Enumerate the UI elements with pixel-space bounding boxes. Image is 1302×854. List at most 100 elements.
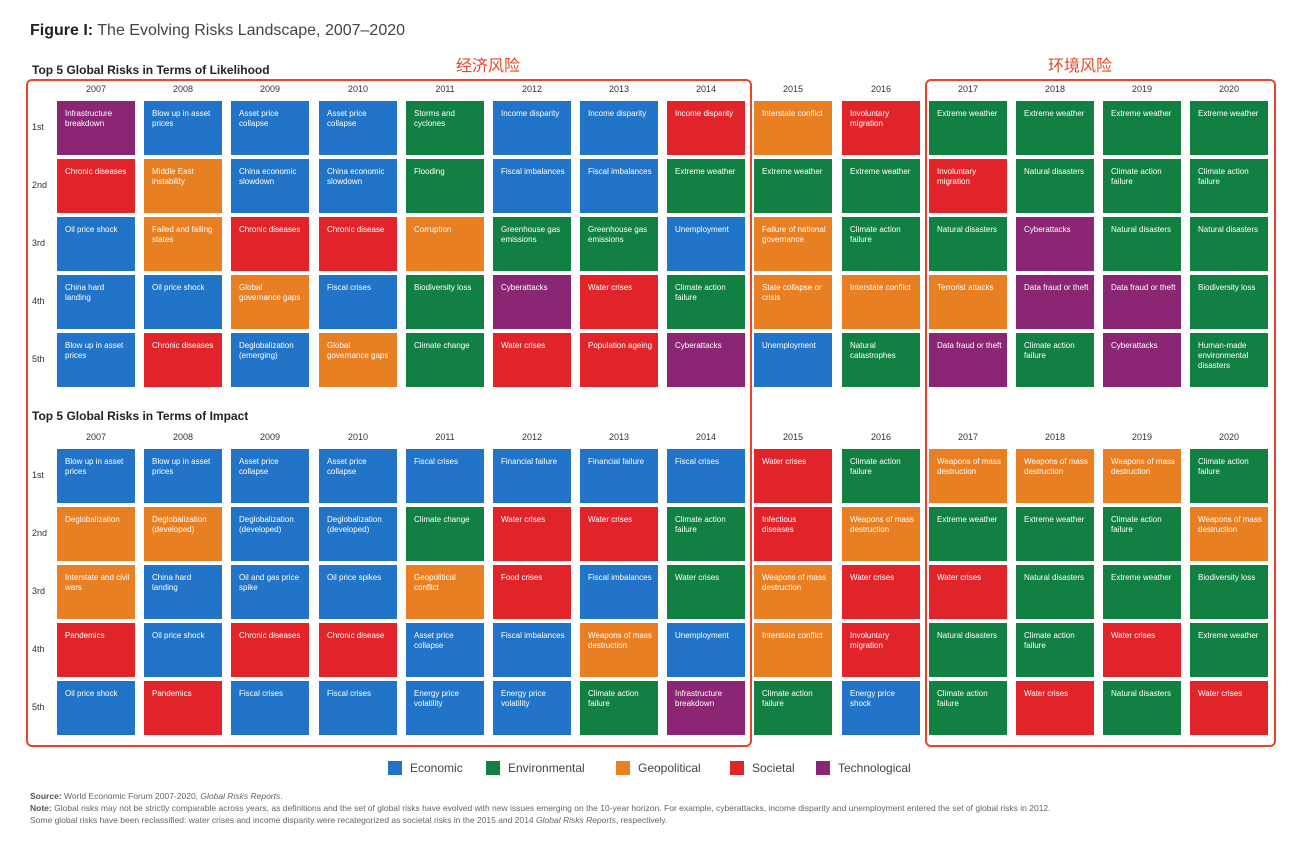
- likelihood-risk-cell: Failed and failing states: [144, 217, 222, 271]
- likelihood-year-header: 2014: [695, 84, 717, 94]
- likelihood-risk-cell: Water crises: [493, 333, 571, 387]
- likelihood-year-header: 2012: [521, 84, 543, 94]
- environmental-risk-label: 环境风险: [1048, 56, 1113, 75]
- impact-risk-cell: Water crises: [1016, 681, 1094, 735]
- impact-risk-cell: Weapons of mass destruction: [1190, 507, 1268, 561]
- legend-swatch-societal: [730, 761, 744, 775]
- impact-risk-cell: Pandemics: [57, 623, 135, 677]
- impact-risk-cell: Extreme weather: [929, 507, 1007, 561]
- impact-risk-cell: Financial failure: [493, 449, 571, 503]
- impact-risk-cell: Fiscal imbalances: [493, 623, 571, 677]
- likelihood-risk-cell: Natural disasters: [1016, 159, 1094, 213]
- likelihood-risk-cell: Income disparity: [667, 101, 745, 155]
- likelihood-risk-cell: Involuntary migration: [929, 159, 1007, 213]
- legend-item-technological: Technological: [816, 761, 911, 775]
- impact-rank-label: 2nd: [32, 528, 48, 538]
- likelihood-risk-cell: Asset price collapse: [231, 101, 309, 155]
- likelihood-risk-cell: Extreme weather: [754, 159, 832, 213]
- likelihood-risk-cell: Fiscal crises: [319, 275, 397, 329]
- likelihood-risk-cell: Climate action failure: [667, 275, 745, 329]
- impact-year-header: 2020: [1218, 432, 1240, 442]
- impact-year-header: 2017: [957, 432, 979, 442]
- likelihood-risk-cell: Population ageing: [580, 333, 658, 387]
- likelihood-risk-cell: Natural catastrophes: [842, 333, 920, 387]
- impact-risk-cell: Deglobalization (developed): [144, 507, 222, 561]
- likelihood-year-header: 2011: [435, 84, 455, 94]
- likelihood-risk-cell: Cyberattacks: [667, 333, 745, 387]
- impact-risk-cell: Extreme weather: [1016, 507, 1094, 561]
- note-text-2: Some global risks have been reclassified…: [30, 815, 668, 825]
- likelihood-year-header: 2017: [957, 84, 979, 94]
- impact-year-header: 2009: [259, 432, 281, 442]
- likelihood-risk-cell: Natural disasters: [1190, 217, 1268, 271]
- likelihood-year-header: 2020: [1218, 84, 1240, 94]
- likelihood-risk-cell: Natural disasters: [929, 217, 1007, 271]
- likelihood-risk-cell: Climate action failure: [842, 217, 920, 271]
- impact-risk-cell: Water crises: [667, 565, 745, 619]
- impact-risk-cell: China hard landing: [144, 565, 222, 619]
- impact-risk-cell: Water crises: [754, 449, 832, 503]
- impact-risk-cell: Natural disasters: [1016, 565, 1094, 619]
- impact-risk-cell: Climate action failure: [580, 681, 658, 735]
- source-note: Source: World Economic Forum 2007-2020, …: [30, 791, 283, 801]
- impact-risk-cell: Fiscal crises: [667, 449, 745, 503]
- likelihood-risk-cell: Blow up in asset prices: [144, 101, 222, 155]
- likelihood-risk-cell: Extreme weather: [842, 159, 920, 213]
- impact-risk-cell: Climate action failure: [754, 681, 832, 735]
- impact-risk-cell: Energy price volatility: [493, 681, 571, 735]
- impact-risk-cell: Blow up in asset prices: [144, 449, 222, 503]
- impact-year-header: 2007: [85, 432, 107, 442]
- likelihood-risk-cell: Involuntary migration: [842, 101, 920, 155]
- impact-risk-cell: Fiscal imbalances: [580, 565, 658, 619]
- likelihood-risk-cell: Water crises: [580, 275, 658, 329]
- impact-risk-cell: Chronic disease: [319, 623, 397, 677]
- impact-risk-cell: Interstate and civil wars: [57, 565, 135, 619]
- impact-risk-cell: Water crises: [842, 565, 920, 619]
- impact-risk-cell: Food crises: [493, 565, 571, 619]
- impact-risk-cell: Asset price collapse: [406, 623, 484, 677]
- impact-risk-cell: Weapons of mass destruction: [580, 623, 658, 677]
- impact-risk-cell: Energy price volatility: [406, 681, 484, 735]
- likelihood-risk-cell: Cyberattacks: [1103, 333, 1181, 387]
- likelihood-risk-cell: Extreme weather: [1016, 101, 1094, 155]
- impact-year-header: 2019: [1131, 432, 1153, 442]
- likelihood-year-header: 2009: [259, 84, 281, 94]
- impact-rank-label: 5th: [32, 702, 45, 712]
- likelihood-risk-cell: Cyberattacks: [1016, 217, 1094, 271]
- likelihood-risk-cell: Extreme weather: [667, 159, 745, 213]
- impact-risk-cell: Asset price collapse: [319, 449, 397, 503]
- likelihood-year-header: 2015: [782, 84, 804, 94]
- likelihood-risk-cell: Chronic diseases: [231, 217, 309, 271]
- likelihood-risk-cell: Extreme weather: [1103, 101, 1181, 155]
- likelihood-risk-cell: Biodiversity loss: [1190, 275, 1268, 329]
- legend-swatch-technological: [816, 761, 830, 775]
- impact-risk-cell: Weapons of mass destruction: [1103, 449, 1181, 503]
- likelihood-risk-cell: Blow up in asset prices: [57, 333, 135, 387]
- likelihood-risk-cell: Flooding: [406, 159, 484, 213]
- likelihood-risk-cell: Unemployment: [754, 333, 832, 387]
- impact-year-header: 2011: [435, 432, 455, 442]
- likelihood-risk-cell: Climate action failure: [1103, 159, 1181, 213]
- likelihood-risk-cell: Middle East instability: [144, 159, 222, 213]
- likelihood-risk-cell: Asset price collapse: [319, 101, 397, 155]
- impact-year-header: 2013: [608, 432, 630, 442]
- likelihood-risk-cell: Storms and cyclones: [406, 101, 484, 155]
- likelihood-risk-cell: Unemployment: [667, 217, 745, 271]
- likelihood-risk-cell: Chronic disease: [319, 217, 397, 271]
- impact-year-header: 2016: [870, 432, 892, 442]
- likelihood-risk-cell: Data fraud or theft: [929, 333, 1007, 387]
- impact-risk-cell: Water crises: [929, 565, 1007, 619]
- likelihood-risk-cell: Fiscal imbalances: [493, 159, 571, 213]
- likelihood-risk-cell: Chronic diseases: [144, 333, 222, 387]
- likelihood-risk-cell: Chronic diseases: [57, 159, 135, 213]
- impact-risk-cell: Asset price collapse: [231, 449, 309, 503]
- likelihood-rank-label: 5th: [32, 354, 45, 364]
- likelihood-year-header: 2013: [608, 84, 630, 94]
- likelihood-risk-cell: China economic slowdown: [319, 159, 397, 213]
- likelihood-risk-cell: Interstate conflict: [754, 101, 832, 155]
- impact-risk-cell: Infectious diseases: [754, 507, 832, 561]
- impact-year-header: 2014: [695, 432, 717, 442]
- likelihood-risk-cell: Terrorist attacks: [929, 275, 1007, 329]
- impact-risk-cell: Oil price spikes: [319, 565, 397, 619]
- likelihood-risk-cell: Natural disasters: [1103, 217, 1181, 271]
